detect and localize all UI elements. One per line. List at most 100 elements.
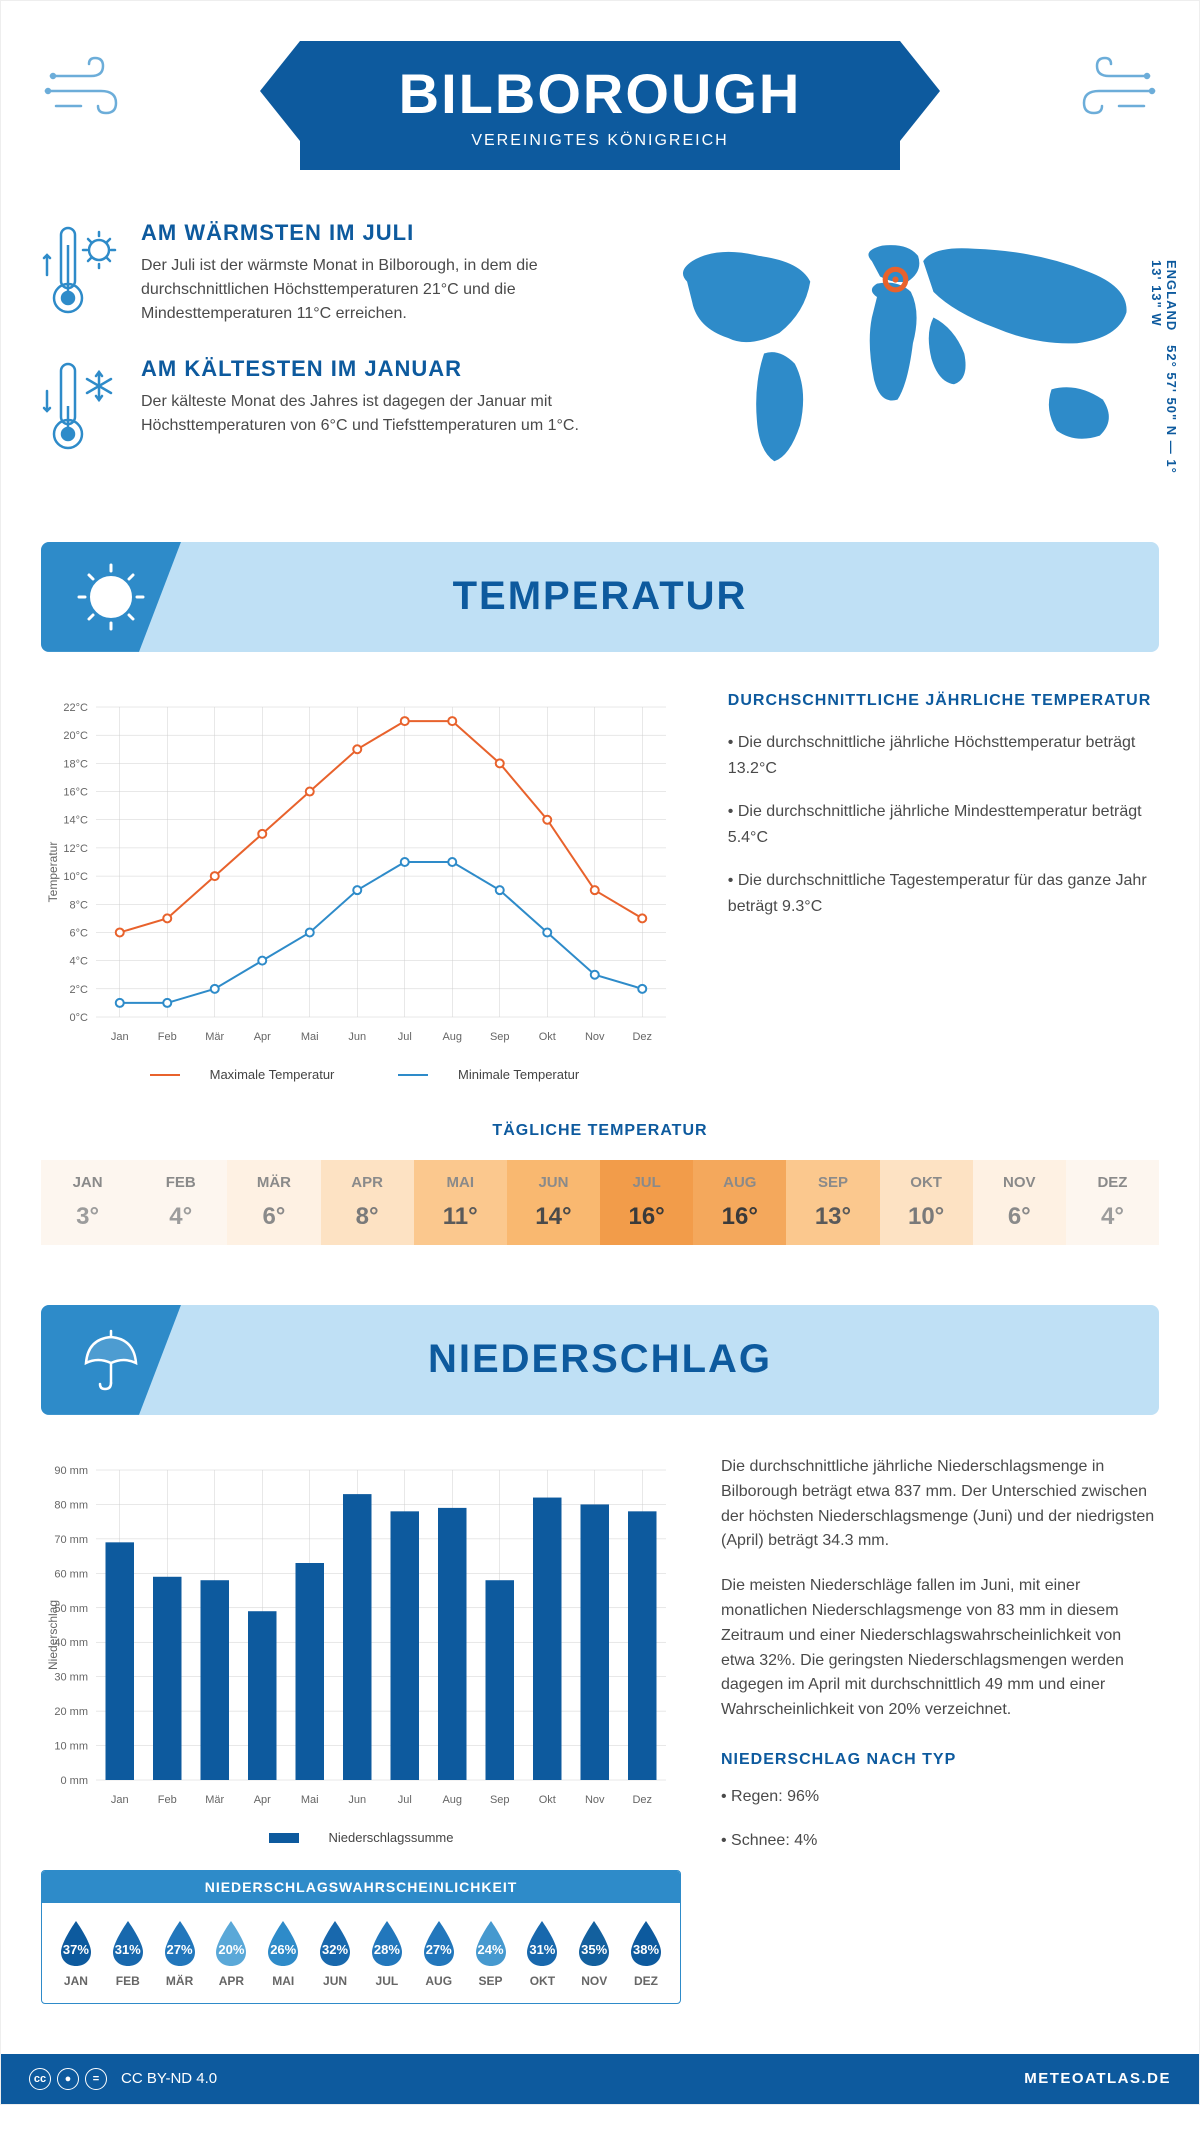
svg-text:Nov: Nov (585, 1031, 605, 1043)
precip-legend: Niederschlagssumme (41, 1830, 681, 1845)
daily-cell: SEP13° (786, 1160, 879, 1245)
drop-month: JUN (309, 1974, 361, 1988)
coordinates: ENGLAND 52° 57' 50" N — 1° 13' 13" W (1149, 260, 1179, 492)
world-map-icon (646, 220, 1159, 487)
drop-cell: 28%JUL (361, 1918, 413, 1988)
svg-text:Aug: Aug (442, 1031, 462, 1043)
drops-row: 37%JAN31%FEB27%MÄR20%APR26%MAI32%JUN28%J… (42, 1903, 680, 2003)
fact-title: AM WÄRMSTEN IM JULI (141, 220, 606, 246)
raindrop-icon: 32% (315, 1918, 355, 1968)
drop-month: APR (205, 1974, 257, 1988)
temp-info-title: DURCHSCHNITTLICHE JÄHRLICHE TEMPERATUR (728, 692, 1159, 710)
page: BILBOROUGH VEREINIGTES KÖNIGREICH AM WÄR… (0, 0, 1200, 2105)
daily-value: 14° (507, 1203, 600, 1231)
drop-percentage: 37% (63, 1942, 89, 1957)
daily-month: FEB (134, 1174, 227, 1191)
daily-temp-title: TÄGLICHE TEMPERATUR (41, 1122, 1159, 1140)
raindrop-icon: 27% (419, 1918, 459, 1968)
license-text: CC BY-ND 4.0 (121, 2070, 217, 2087)
legend-label: Niederschlagssumme (329, 1830, 454, 1845)
daily-month: SEP (786, 1174, 879, 1191)
wind-icon (41, 51, 131, 135)
svg-text:Apr: Apr (254, 1031, 271, 1043)
temp-bullet: • Die durchschnittliche jährliche Mindes… (728, 799, 1159, 850)
drop-month: JAN (50, 1974, 102, 1988)
svg-text:20 mm: 20 mm (54, 1706, 88, 1718)
svg-text:Niederschlag: Niederschlag (46, 1600, 60, 1670)
daily-value: 6° (227, 1203, 320, 1231)
drop-cell: 38%DEZ (620, 1918, 672, 1988)
daily-month: JAN (41, 1174, 134, 1191)
daily-value: 11° (414, 1203, 507, 1231)
svg-text:10 mm: 10 mm (54, 1740, 88, 1752)
daily-month: MAI (414, 1174, 507, 1191)
drop-cell: 31%FEB (102, 1918, 154, 1988)
daily-month: NOV (973, 1174, 1066, 1191)
daily-month: APR (321, 1174, 414, 1191)
temp-bullet: • Die durchschnittliche jährliche Höchst… (728, 730, 1159, 781)
svg-text:Jul: Jul (398, 1031, 412, 1043)
svg-text:18°C: 18°C (63, 758, 88, 770)
nd-icon: = (85, 2068, 107, 2090)
fact-warmest: AM WÄRMSTEN IM JULI Der Juli ist der wär… (41, 220, 606, 326)
svg-text:Jun: Jun (348, 1031, 366, 1043)
svg-text:Mai: Mai (301, 1031, 319, 1043)
drop-percentage: 26% (270, 1942, 296, 1957)
svg-text:90 mm: 90 mm (54, 1465, 88, 1477)
section-title: TEMPERATUR (181, 574, 1159, 619)
precipitation-bar-chart: 0 mm10 mm20 mm30 mm40 mm50 mm60 mm70 mm8… (41, 1455, 681, 1815)
daily-cell: DEZ4° (1066, 1160, 1159, 1245)
thermometer-sun-icon (41, 220, 121, 326)
map-wrap: ENGLAND 52° 57' 50" N — 1° 13' 13" W (646, 220, 1159, 492)
daily-month: DEZ (1066, 1174, 1159, 1191)
drop-cell: 35%NOV (568, 1918, 620, 1988)
footer-site: METEOATLAS.DE (1024, 2070, 1171, 2087)
raindrop-icon: 35% (574, 1918, 614, 1968)
svg-text:Feb: Feb (158, 1794, 177, 1806)
svg-text:Dez: Dez (632, 1031, 652, 1043)
drop-percentage: 32% (322, 1942, 348, 1957)
raindrop-icon: 37% (56, 1918, 96, 1968)
legend-min-label: Minimale Temperatur (458, 1067, 579, 1082)
precipitation-content: 0 mm10 mm20 mm30 mm40 mm50 mm60 mm70 mm8… (41, 1455, 1159, 2004)
drop-percentage: 38% (633, 1942, 659, 1957)
daily-value: 4° (134, 1203, 227, 1231)
daily-cell: JUN 14° (507, 1160, 600, 1245)
fact-text: Der Juli ist der wärmste Monat in Bilbor… (141, 254, 606, 326)
drop-percentage: 27% (167, 1942, 193, 1957)
svg-text:16°C: 16°C (63, 786, 88, 798)
svg-text:12°C: 12°C (63, 843, 88, 855)
by-icon: ● (57, 2068, 79, 2090)
daily-cell: JAN3° (41, 1160, 134, 1245)
banner-icon-wrap (41, 1305, 181, 1415)
svg-text:Okt: Okt (539, 1031, 556, 1043)
drop-month: SEP (465, 1974, 517, 1988)
svg-text:Jul: Jul (398, 1794, 412, 1806)
precip-probability-box: NIEDERSCHLAGSWAHRSCHEINLICHKEIT 37%JAN31… (41, 1870, 681, 2004)
drop-percentage: 35% (581, 1942, 607, 1957)
daily-cell: AUG 16° (693, 1160, 786, 1245)
svg-text:Sep: Sep (490, 1794, 510, 1806)
daily-month: AUG (693, 1174, 786, 1191)
thermometer-snow-icon (41, 356, 121, 461)
drop-percentage: 24% (478, 1942, 504, 1957)
svg-text:22°C: 22°C (63, 702, 88, 714)
drop-month: MAI (257, 1974, 309, 1988)
intro-facts: AM WÄRMSTEN IM JULI Der Juli ist der wär… (41, 220, 606, 492)
daily-month: JUN (507, 1174, 600, 1191)
drop-cell: 20% APR (205, 1918, 257, 1988)
section-title: NIEDERSCHLAG (181, 1337, 1159, 1382)
svg-text:Nov: Nov (585, 1794, 605, 1806)
fact-text: Der kälteste Monat des Jahres ist dagege… (141, 390, 606, 438)
drop-cell: 32% JUN (309, 1918, 361, 1988)
svg-text:20°C: 20°C (63, 730, 88, 742)
temperature-content: 0°C2°C4°C6°C8°C10°C12°C14°C16°C18°C20°C2… (41, 692, 1159, 1082)
daily-cell: MÄR6° (227, 1160, 320, 1245)
raindrop-icon: 20% (211, 1918, 251, 1968)
daily-value: 16° (693, 1203, 786, 1231)
drop-cell: 31%OKT (516, 1918, 568, 1988)
footer-left: cc ● = CC BY-ND 4.0 (29, 2068, 217, 2090)
precip-type: • Regen: 96% (721, 1785, 1159, 1810)
daily-cell: OKT10° (880, 1160, 973, 1245)
precip-text: Die meisten Niederschläge fallen im Juni… (721, 1574, 1159, 1723)
